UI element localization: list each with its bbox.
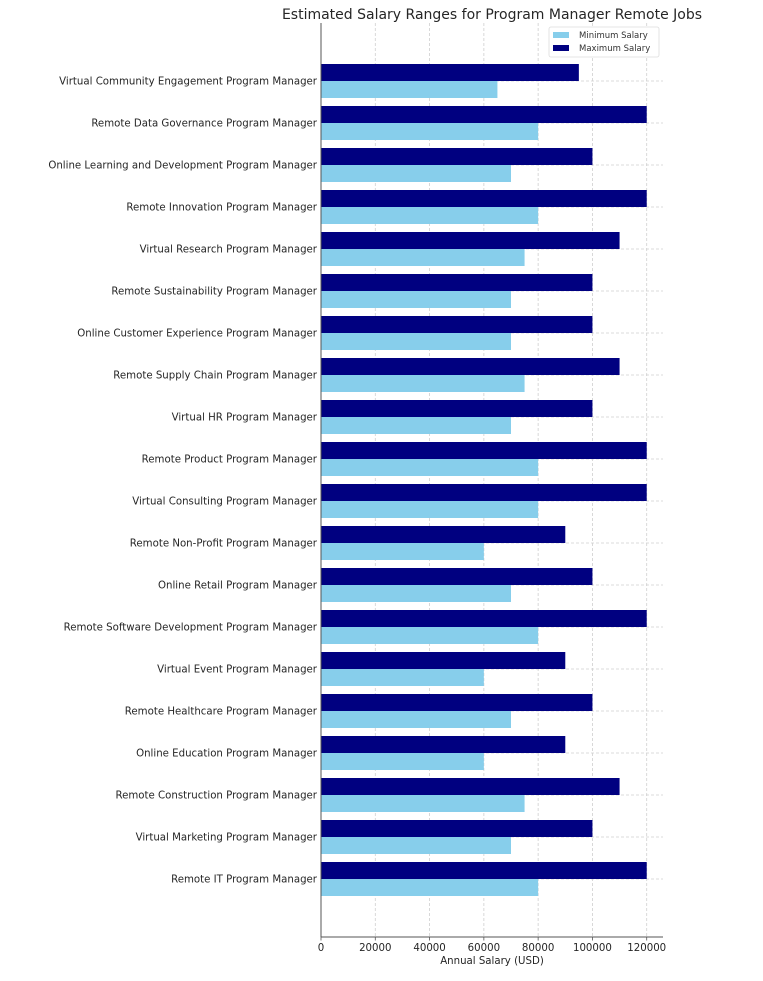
y-tick-label: Virtual HR Program Manager [172, 413, 318, 424]
bar-maximum-salary [321, 694, 593, 711]
y-tick-label: Online Learning and Development Program … [48, 161, 317, 172]
y-tick-label: Online Customer Experience Program Manag… [77, 329, 318, 340]
bar-minimum-salary [321, 165, 511, 182]
y-tick-label: Remote Product Program Manager [142, 455, 318, 466]
legend-label-maximum: Maximum Salary [579, 44, 650, 54]
y-tick-label: Remote Software Development Program Mana… [64, 623, 318, 634]
bar-minimum-salary [321, 333, 511, 350]
bar-maximum-salary [321, 190, 647, 207]
y-tick-label: Online Retail Program Manager [158, 581, 318, 592]
bar-minimum-salary [321, 795, 525, 812]
bar-maximum-salary [321, 106, 647, 123]
bar-minimum-salary [321, 585, 511, 602]
bar-maximum-salary [321, 652, 566, 669]
y-tick-label: Virtual Consulting Program Manager [132, 497, 318, 508]
bar-maximum-salary [321, 442, 647, 459]
x-tick-label: 100000 [573, 943, 612, 954]
bar-minimum-salary [321, 459, 539, 476]
x-axis-label: Annual Salary (USD) [440, 956, 544, 967]
y-tick-label: Remote Supply Chain Program Manager [113, 371, 318, 382]
y-tick-label: Virtual Community Engagement Program Man… [59, 77, 318, 88]
bar-maximum-salary [321, 568, 593, 585]
bar-maximum-salary [321, 862, 647, 879]
x-tick-label: 60000 [468, 943, 500, 954]
bar-maximum-salary [321, 274, 593, 291]
y-axis-labels: Remote IT Program Manager Virtual Marketi… [48, 77, 317, 886]
legend: Minimum Salary Maximum Salary [548, 26, 660, 58]
bar-minimum-salary [321, 837, 511, 854]
x-tick-label: 80000 [522, 943, 554, 954]
y-tick-label: Remote Non-Profit Program Manager [130, 539, 318, 550]
x-tick-label: 0 [318, 943, 324, 954]
bar-maximum-salary [321, 358, 620, 375]
y-tick-label: Remote Data Governance Program Manager [91, 119, 317, 130]
y-tick-label: Virtual Event Program Manager [157, 665, 318, 676]
y-tick-label: Virtual Marketing Program Manager [136, 833, 318, 844]
bar-maximum-salary [321, 400, 593, 417]
x-tick-label: 120000 [627, 943, 666, 954]
bar-maximum-salary [321, 232, 620, 249]
bar-minimum-salary [321, 123, 539, 140]
y-tick-label: Remote Healthcare Program Manager [125, 707, 318, 718]
y-tick-label: Online Education Program Manager [136, 749, 318, 760]
x-axis-ticks: 0 20000 40000 60000 80000 100000 120000 [318, 937, 666, 954]
bar-minimum-salary [321, 81, 498, 98]
bar-minimum-salary [321, 711, 511, 728]
chart-title: Estimated Salary Ranges for Program Mana… [282, 7, 702, 23]
bar-minimum-salary [321, 375, 525, 392]
bar-maximum-salary [321, 736, 566, 753]
bar-maximum-salary [321, 778, 620, 795]
bar-maximum-salary [321, 316, 593, 333]
legend-frame [548, 26, 660, 58]
y-tick-label: Remote Construction Program Manager [115, 791, 317, 802]
bar-maximum-salary [321, 64, 579, 81]
bar-maximum-salary [321, 820, 593, 837]
bar-minimum-salary [321, 543, 484, 560]
bar-maximum-salary [321, 610, 647, 627]
bar-minimum-salary [321, 501, 539, 518]
bar-minimum-salary [321, 291, 511, 308]
legend-label-minimum: Minimum Salary [579, 31, 648, 41]
bar-maximum-salary [321, 484, 647, 501]
bar-minimum-salary [321, 753, 484, 770]
bar-minimum-salary [321, 669, 484, 686]
bar-minimum-salary [321, 207, 539, 224]
bar-maximum-salary [321, 526, 566, 543]
x-tick-label: 20000 [359, 943, 391, 954]
bar-maximum-salary [321, 148, 593, 165]
legend-swatch-maximum [553, 45, 569, 51]
legend-swatch-minimum [553, 32, 569, 38]
y-tick-label: Virtual Research Program Manager [140, 245, 318, 256]
bar-minimum-salary [321, 417, 511, 434]
bar-minimum-salary [321, 249, 525, 266]
y-tick-label: Remote Innovation Program Manager [126, 203, 317, 214]
y-tick-label: Remote IT Program Manager [171, 875, 318, 886]
y-tick-label: Remote Sustainability Program Manager [111, 287, 317, 298]
bar-minimum-salary [321, 627, 539, 644]
bar-minimum-salary [321, 879, 539, 896]
x-tick-label: 40000 [413, 943, 445, 954]
bars [321, 64, 647, 896]
